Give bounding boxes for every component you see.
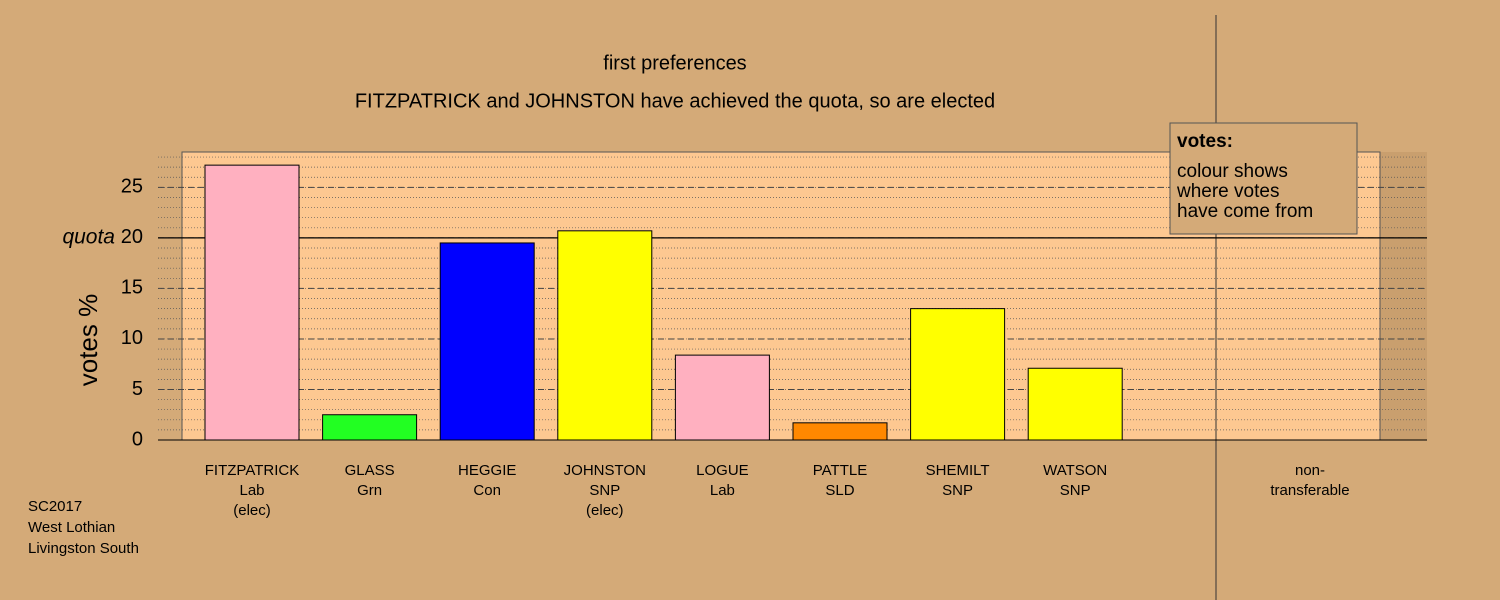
right-shade — [1380, 152, 1427, 440]
legend-box — [1169, 122, 1358, 235]
legend-text: where votes — [1176, 181, 1279, 202]
x-tick-label: SNP — [942, 482, 973, 499]
legend-text: have come from — [1177, 201, 1313, 222]
x-tick-label: SLD — [825, 482, 854, 499]
legend-title: votes: — [1177, 131, 1233, 152]
x-tick-label: WATSON — [1043, 462, 1107, 479]
x-tick-label: (elec) — [586, 502, 624, 519]
x-tick-label: GLASS — [345, 462, 395, 479]
y-tick-label: 5 — [132, 378, 143, 400]
bar — [557, 230, 653, 441]
y-tick-label: 15 — [121, 277, 143, 299]
quota-label: quota — [62, 225, 115, 248]
x-tick-label: PATTLE — [813, 462, 867, 479]
x-tick-label: Con — [473, 482, 501, 499]
bar — [322, 414, 418, 441]
x-tick-label: SHEMILT — [926, 462, 990, 479]
bar — [792, 422, 888, 441]
chart-subtitle: FITZPATRICK and JOHNSTON have achieved t… — [355, 90, 995, 112]
x-tick-label: Lab — [239, 482, 264, 499]
bar — [439, 242, 535, 441]
x-tick-label: transferable — [1270, 482, 1349, 499]
x-tick-label: Grn — [357, 482, 382, 499]
y-axis-label: votes % — [73, 294, 103, 387]
x-tick-label: non- — [1295, 462, 1325, 479]
footer-text: West Lothian — [28, 519, 115, 536]
bar — [910, 308, 1006, 441]
x-tick-label: FITZPATRICK — [205, 462, 299, 479]
chart-title: first preferences — [603, 52, 746, 74]
footer-text: SC2017 — [28, 498, 82, 515]
x-tick-label: SNP — [1060, 482, 1091, 499]
bar — [1027, 367, 1123, 441]
x-tick-label: HEGGIE — [458, 462, 516, 479]
y-tick-label: 20 — [121, 226, 143, 248]
x-tick-label: JOHNSTON — [564, 462, 646, 479]
y-tick-label: 25 — [121, 176, 143, 198]
y-tick-label: 10 — [121, 327, 143, 349]
bar — [674, 354, 770, 441]
x-tick-label: LOGUE — [696, 462, 749, 479]
x-tick-label: (elec) — [233, 502, 271, 519]
footer-text: Livingston South — [28, 540, 139, 557]
legend-text: colour shows — [1177, 161, 1288, 182]
y-tick-label: 0 — [132, 428, 143, 450]
x-tick-label: Lab — [710, 482, 735, 499]
bar — [204, 164, 300, 441]
x-tick-label: SNP — [589, 482, 620, 499]
